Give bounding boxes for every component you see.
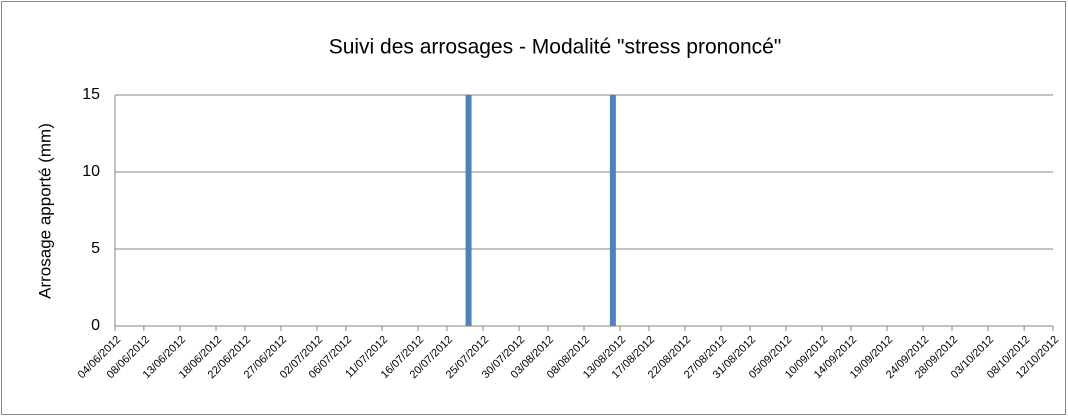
y-axis-label: Arrosage apporté (mm)	[35, 123, 54, 299]
bar	[609, 95, 616, 326]
y-tick-label: 5	[91, 240, 100, 257]
bar	[465, 95, 472, 326]
y-tick-label: 15	[82, 86, 100, 103]
y-tick-label: 0	[91, 317, 100, 334]
y-tick-label: 10	[82, 163, 100, 180]
chart-title: Suivi des arrosages - Modalité "stress p…	[329, 36, 782, 59]
